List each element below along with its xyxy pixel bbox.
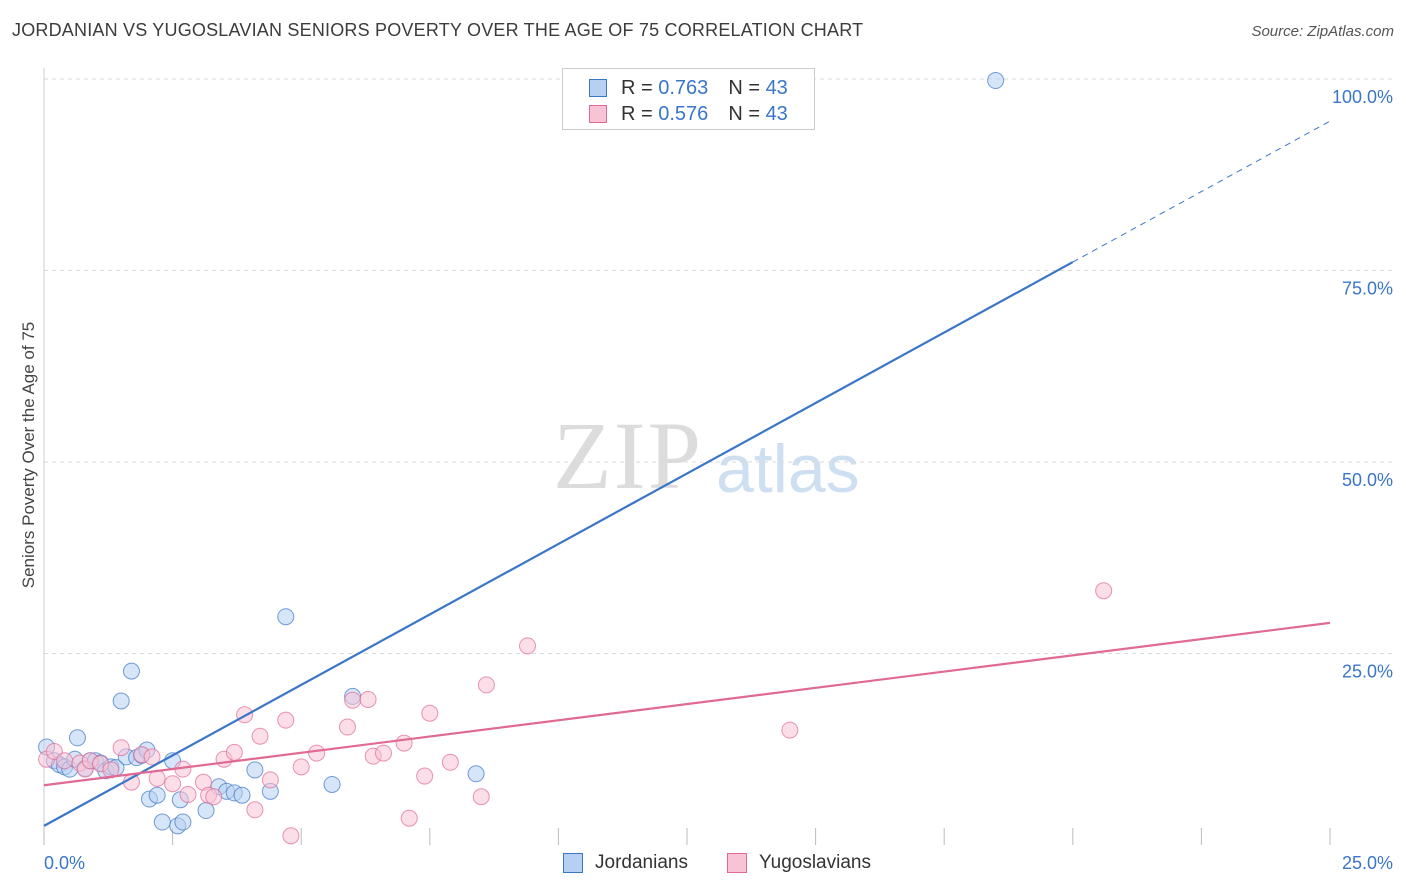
jordanian-point	[153, 813, 171, 831]
legend-label-yugoslavians: Yugoslavians	[759, 852, 871, 873]
r-value: 0.576	[658, 102, 709, 125]
yugoslavian-point	[292, 758, 310, 776]
yugoslavian-point	[56, 752, 74, 770]
yugoslavian-point	[261, 771, 279, 789]
yugoslavian-point	[282, 827, 300, 845]
jordanian-point	[112, 692, 130, 710]
yugoslavians-legend-swatch	[727, 853, 747, 873]
jordanian-point	[233, 786, 251, 804]
yugoslavian-point	[143, 748, 161, 766]
x-tick-label-max: 25.0%	[1342, 853, 1393, 873]
jordanian-trend-extension	[1072, 120, 1331, 263]
yugoslavian-point	[781, 721, 799, 739]
yugoslavian-point	[472, 788, 490, 806]
n-value: 43	[765, 102, 788, 125]
stats-legend-row-jordanians: R = 0.763 N = 43	[589, 77, 788, 99]
jordanian-point	[467, 765, 485, 783]
jordanian-point	[122, 662, 140, 680]
jordanians-swatch	[589, 79, 607, 97]
jordanian-point	[987, 72, 1005, 90]
jordanian-trend-line	[43, 261, 1074, 827]
yugoslavian-point	[1095, 582, 1113, 600]
yugoslavian-point	[277, 711, 295, 729]
jordanian-point	[174, 813, 192, 831]
y-tick-label: 100.0%	[1332, 87, 1393, 107]
yugoslavian-point	[102, 761, 120, 779]
jordanian-point	[148, 786, 166, 804]
jordanian-point	[277, 608, 295, 626]
y-tick-label: 75.0%	[1342, 279, 1393, 299]
x-tick-label-min: 0.0%	[44, 853, 85, 873]
yugoslavian-point	[179, 785, 197, 803]
yugoslavian-point	[421, 704, 439, 722]
jordanian-point	[68, 729, 86, 747]
n-label: N =	[728, 102, 760, 125]
yugoslavian-point	[441, 753, 459, 771]
yugoslavian-point	[164, 775, 182, 793]
source-label: Source: ZipAtlas.com	[1251, 23, 1394, 40]
yugoslavian-point	[477, 676, 495, 694]
yugoslavian-point	[338, 718, 356, 736]
y-tick-label: 25.0%	[1342, 662, 1393, 682]
yugoslavian-point	[308, 744, 326, 762]
jordanian-point	[323, 775, 341, 793]
legend-item-yugoslavians[interactable]: Yugoslavians	[727, 852, 871, 874]
yugoslavian-point	[246, 801, 264, 819]
r-label: R =	[621, 102, 653, 125]
yugoslavian-point	[395, 734, 413, 752]
yugoslavians-swatch	[589, 105, 607, 123]
legend-item-jordanians[interactable]: Jordanians	[563, 852, 688, 874]
watermark-zip: ZIP	[553, 402, 703, 509]
yugoslavian-point	[205, 788, 223, 806]
y-tick-label: 50.0%	[1342, 470, 1393, 490]
yugoslavian-point	[400, 809, 418, 827]
n-label: N =	[728, 76, 760, 99]
y-axis-label: Seniors Poverty Over the Age of 75	[19, 321, 38, 589]
yugoslavian-point	[519, 637, 537, 655]
stats-legend-row-yugoslavians: R = 0.576 N = 43	[589, 103, 788, 125]
yugoslavian-point	[344, 691, 362, 709]
yugoslavian-point	[416, 767, 434, 785]
r-value: 0.763	[658, 76, 709, 99]
legend-label-jordanians: Jordanians	[595, 852, 688, 873]
r-label: R =	[621, 76, 653, 99]
yugoslavian-trend-line	[43, 621, 1331, 787]
yugoslavian-point	[251, 727, 269, 745]
yugoslavian-point	[225, 743, 243, 761]
jordanians-legend-swatch	[563, 853, 583, 873]
chart-title: JORDANIAN VS YUGOSLAVIAN SENIORS POVERTY…	[12, 20, 864, 40]
yugoslavian-point	[375, 744, 393, 762]
jordanian-point	[246, 761, 264, 779]
stats-legend: R = 0.763 N = 43 R = 0.576 N = 43	[562, 68, 815, 130]
n-value: 43	[765, 76, 788, 99]
yugoslavian-point	[359, 690, 377, 708]
yugoslavian-point	[112, 739, 130, 757]
